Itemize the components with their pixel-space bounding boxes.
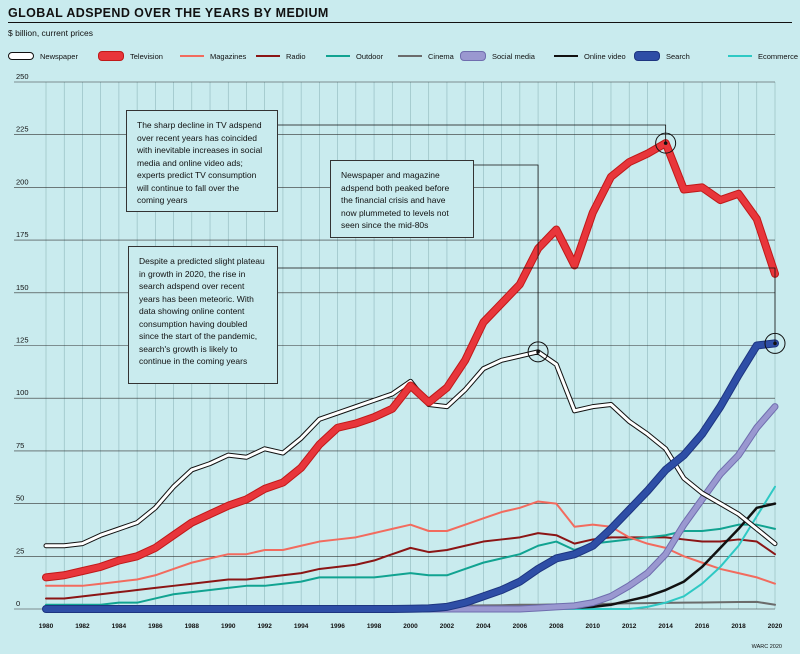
source-note: WARC 2020 — [751, 644, 782, 650]
y-tick-label: 150 — [16, 283, 29, 292]
legend-label: Television — [130, 51, 163, 61]
legend-label: Social media — [492, 51, 535, 61]
title-divider — [8, 22, 792, 23]
x-tick-label: 2018 — [731, 623, 746, 630]
x-tick-label: 2020 — [768, 623, 783, 630]
callout-marker-dot — [536, 350, 540, 354]
y-tick-label: 50 — [16, 494, 24, 503]
x-tick-label: 2008 — [549, 623, 564, 630]
legend-item: Radio — [256, 46, 306, 66]
callout-leaders — [278, 124, 786, 363]
x-tick-label: 1996 — [330, 623, 345, 630]
chart-title: GLOBAL ADSPEND OVER THE YEARS BY MEDIUM — [8, 6, 329, 20]
legend-label: Radio — [286, 51, 306, 61]
x-tick-label: 1994 — [294, 623, 309, 630]
y-tick-label: 0 — [16, 599, 20, 608]
x-tick-label: 2002 — [440, 623, 455, 630]
x-tick-label: 1986 — [148, 623, 163, 630]
legend-swatch — [256, 55, 280, 57]
legend-label: Search — [666, 51, 690, 61]
legend-swatch — [728, 55, 752, 57]
callout-print-text: Newspaper and magazine adspend both peak… — [341, 170, 450, 230]
x-tick-label: 1998 — [367, 623, 382, 630]
callout-search-text: Despite a predicted slight plateau in gr… — [139, 256, 265, 366]
y-tick-label: 25 — [16, 546, 24, 555]
legend-swatch — [398, 55, 422, 57]
callout-tv: The sharp decline in TV adspend over rec… — [126, 110, 278, 212]
legend-swatch — [554, 55, 578, 57]
y-tick-label: 225 — [16, 125, 29, 134]
legend-swatch — [634, 51, 660, 61]
x-tick-label: 1984 — [112, 623, 127, 630]
legend-item: Online video — [554, 46, 626, 66]
series-television — [43, 140, 778, 581]
legend-label: Ecommerce — [758, 51, 799, 61]
x-tick-label: 2014 — [658, 623, 673, 630]
legend-swatch — [98, 51, 124, 61]
legend-swatch — [8, 52, 34, 60]
y-tick-label: 250 — [16, 72, 29, 81]
legend-item: Cinema — [398, 46, 454, 66]
legend-item: Ecommerce — [728, 46, 798, 66]
legend-item: Search — [634, 46, 690, 66]
legend-label: Outdoor — [356, 51, 384, 61]
legend-item: Magazines — [180, 46, 246, 66]
leader-tv — [278, 124, 667, 144]
legend-item: Newspaper — [8, 46, 78, 66]
legend-label: Magazines — [210, 51, 247, 61]
x-tick-label: 1980 — [39, 623, 54, 630]
chart-subtitle: $ billion, current prices — [8, 28, 94, 38]
y-tick-label: 75 — [16, 441, 24, 450]
x-tick-label: 2006 — [513, 623, 528, 630]
y-tick-label: 175 — [16, 230, 29, 239]
x-tick-label: 2012 — [622, 623, 637, 630]
x-tick-label: 1992 — [257, 623, 272, 630]
legend-label: Cinema — [428, 51, 454, 61]
x-tick-label: 1982 — [75, 623, 90, 630]
legend-swatch — [180, 55, 204, 57]
callout-search: Despite a predicted slight plateau in gr… — [128, 246, 278, 384]
callout-print: Newspaper and magazine adspend both peak… — [330, 160, 474, 238]
series-newspaper — [44, 350, 777, 548]
y-tick-label: 200 — [16, 177, 29, 186]
legend-swatch — [326, 55, 350, 57]
series-outdoor — [45, 523, 776, 606]
axes: 0 25 50 75 100 125 150 175 200 225 250 1980 1982 1984… — [16, 72, 783, 630]
leader-search — [278, 267, 776, 344]
leader-print — [474, 164, 539, 352]
x-tick-label: 2004 — [476, 623, 491, 630]
x-tick-label: 2000 — [403, 623, 418, 630]
legend-label: Online video — [584, 51, 626, 61]
legend: Newspaper Television Magazines Radio Outdoor… — [8, 46, 798, 66]
x-tick-label: 2010 — [586, 623, 601, 630]
callout-marker-dot — [773, 341, 777, 346]
legend-item: Social media — [460, 46, 535, 66]
callout-tv-text: The sharp decline in TV adspend over rec… — [137, 120, 263, 205]
y-tick-label: 125 — [16, 336, 29, 345]
legend-swatch — [460, 51, 486, 61]
x-tick-label: 1990 — [221, 623, 236, 630]
legend-item: Television — [98, 46, 163, 66]
legend-item: Outdoor — [326, 46, 383, 66]
series-lines — [42, 139, 779, 613]
y-tick-label: 100 — [16, 388, 29, 397]
x-tick-label: 1988 — [185, 623, 200, 630]
series-search — [43, 340, 778, 612]
x-tick-label: 2016 — [695, 623, 710, 630]
legend-label: Newspaper — [40, 51, 78, 61]
series-magazines — [45, 500, 776, 587]
